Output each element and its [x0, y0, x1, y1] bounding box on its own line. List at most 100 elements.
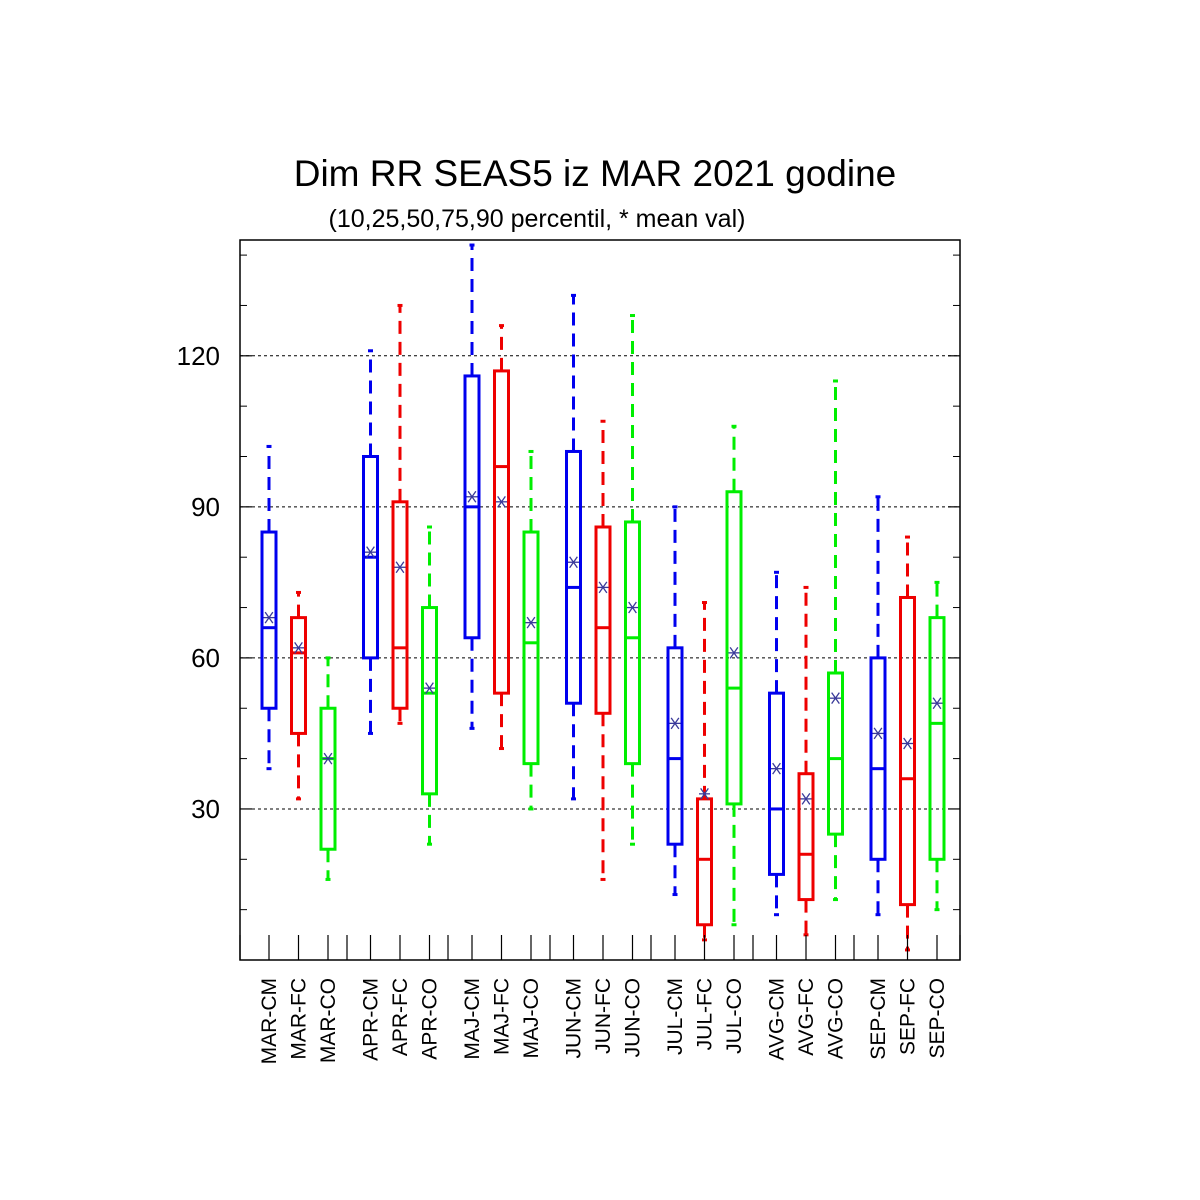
- mean-marker-stroke: [569, 556, 578, 569]
- box-APR-CO: [421, 525, 438, 846]
- mean-marker-stroke: [598, 581, 608, 594]
- xtick-label-SEP-CM: SEP-CM: [867, 978, 890, 1060]
- box-body: [869, 656, 887, 861]
- mean-marker-stroke: [801, 793, 811, 805]
- box-body: [696, 797, 713, 927]
- box-body: [928, 616, 946, 861]
- box-body: [391, 500, 409, 710]
- box-body: [768, 691, 785, 876]
- xtick-label-JUN-FC: JUN-FC: [592, 978, 615, 1054]
- mean-marker-stroke: [425, 682, 434, 694]
- mean-marker: [424, 682, 435, 694]
- mean-marker: [699, 787, 710, 800]
- box-AVG-CO: [827, 379, 844, 902]
- xtick-label-SEP-CO: SEP-CO: [926, 978, 949, 1059]
- mean-marker: [800, 793, 812, 805]
- mean-marker: [627, 601, 638, 614]
- xtick-label-JUL-FC: JUL-FC: [694, 978, 717, 1050]
- box-APR-CM: [362, 349, 379, 735]
- xtick-label-APR-CM: APR-CM: [360, 978, 383, 1061]
- mean-marker-stroke: [467, 490, 477, 503]
- box-MAR-CO: [319, 656, 337, 881]
- box-body: [797, 772, 815, 902]
- xtick-label-MAJ-FC: MAJ-FC: [491, 978, 514, 1055]
- xtick-label-MAR-FC: MAR-FC: [288, 978, 311, 1060]
- box-series: [260, 243, 946, 952]
- mean-marker: [525, 616, 537, 629]
- box-MAJ-FC: [493, 324, 510, 751]
- box-JUN-FC: [594, 419, 612, 881]
- mean-marker-stroke: [873, 727, 883, 740]
- box-JUN-CO: [624, 314, 641, 846]
- xtick-label-JUL-CO: JUL-CO: [723, 978, 746, 1054]
- xtick-label-SEP-FC: SEP-FC: [897, 978, 920, 1055]
- ytick-label-60: 60: [191, 643, 220, 673]
- mean-marker: [263, 611, 275, 624]
- box-MAJ-CO: [522, 449, 540, 811]
- mean-marker: [293, 641, 304, 654]
- mean-marker: [902, 737, 913, 750]
- mean-marker: [597, 581, 609, 594]
- box-SEP-CO: [928, 580, 946, 912]
- mean-marker: [466, 490, 478, 503]
- box-body: [899, 595, 916, 907]
- xtick-label-MAR-CO: MAR-CO: [317, 978, 340, 1063]
- box-body: [594, 525, 612, 715]
- box-AVG-CM: [768, 570, 785, 917]
- box-body: [493, 369, 510, 695]
- box-JUL-FC: [696, 601, 713, 942]
- mean-marker: [496, 495, 507, 508]
- mean-marker-stroke: [526, 616, 536, 629]
- mean-marker-stroke: [264, 611, 274, 624]
- box-body: [725, 490, 743, 806]
- xtick-label-APR-CO: APR-CO: [419, 978, 442, 1060]
- mean-marker: [568, 556, 579, 569]
- box-MAR-FC: [290, 590, 307, 801]
- mean-marker-stroke: [932, 697, 942, 710]
- xtick-label-JUL-CM: JUL-CM: [664, 978, 687, 1055]
- mean-marker-stroke: [831, 692, 840, 705]
- box-AVG-FC: [797, 585, 815, 937]
- box-body: [624, 520, 641, 766]
- mean-marker: [365, 546, 376, 559]
- mean-marker-stroke: [366, 546, 375, 559]
- xtick-label-MAR-CM: MAR-CM: [258, 978, 281, 1064]
- mean-marker-stroke: [729, 646, 739, 659]
- xtick-label-AVG-CM: AVG-CM: [766, 978, 789, 1060]
- mean-marker: [771, 762, 782, 775]
- mean-marker-stroke: [294, 641, 303, 654]
- gridlines: [240, 355, 960, 810]
- mean-marker: [830, 692, 841, 705]
- box-JUL-CM: [666, 505, 684, 897]
- box-body: [421, 606, 438, 796]
- box-MAJ-CM: [463, 243, 481, 730]
- box-SEP-CM: [869, 495, 887, 917]
- mean-marker-stroke: [700, 787, 709, 800]
- box-APR-FC: [391, 303, 409, 725]
- xtick-label-MAJ-CO: MAJ-CO: [520, 978, 543, 1059]
- box-body: [290, 616, 307, 735]
- mean-marker: [322, 752, 334, 765]
- mean-marker-stroke: [903, 737, 912, 750]
- box-MAR-CM: [260, 444, 278, 771]
- xtick-label-APR-FC: APR-FC: [389, 978, 412, 1056]
- x-axis: MAR-CM MAR-FC MAR-CO APR-CM APR-FC APR-CO MAJ-…: [239, 935, 961, 1064]
- ytick-label-90: 90: [191, 492, 220, 522]
- mean-marker: [931, 697, 943, 710]
- box-SEP-FC: [899, 535, 916, 952]
- y-axis: 30 60 90 120: [177, 254, 960, 911]
- box-body: [666, 646, 684, 846]
- mean-marker-stroke: [670, 717, 680, 730]
- xtick-label-MAJ-CM: MAJ-CM: [461, 978, 484, 1060]
- xtick-label-AVG-CO: AVG-CO: [825, 978, 848, 1059]
- xtick-label-AVG-FC: AVG-FC: [795, 978, 818, 1056]
- xtick-label-JUN-CM: JUN-CM: [563, 978, 586, 1058]
- box-body: [565, 449, 582, 705]
- plot-frame: [239, 239, 961, 961]
- mean-marker-stroke: [395, 561, 405, 574]
- xtick-label-JUN-CO: JUN-CO: [622, 978, 645, 1057]
- box-body: [319, 706, 337, 851]
- box-JUL-CO: [725, 424, 743, 927]
- mean-marker-stroke: [497, 495, 506, 508]
